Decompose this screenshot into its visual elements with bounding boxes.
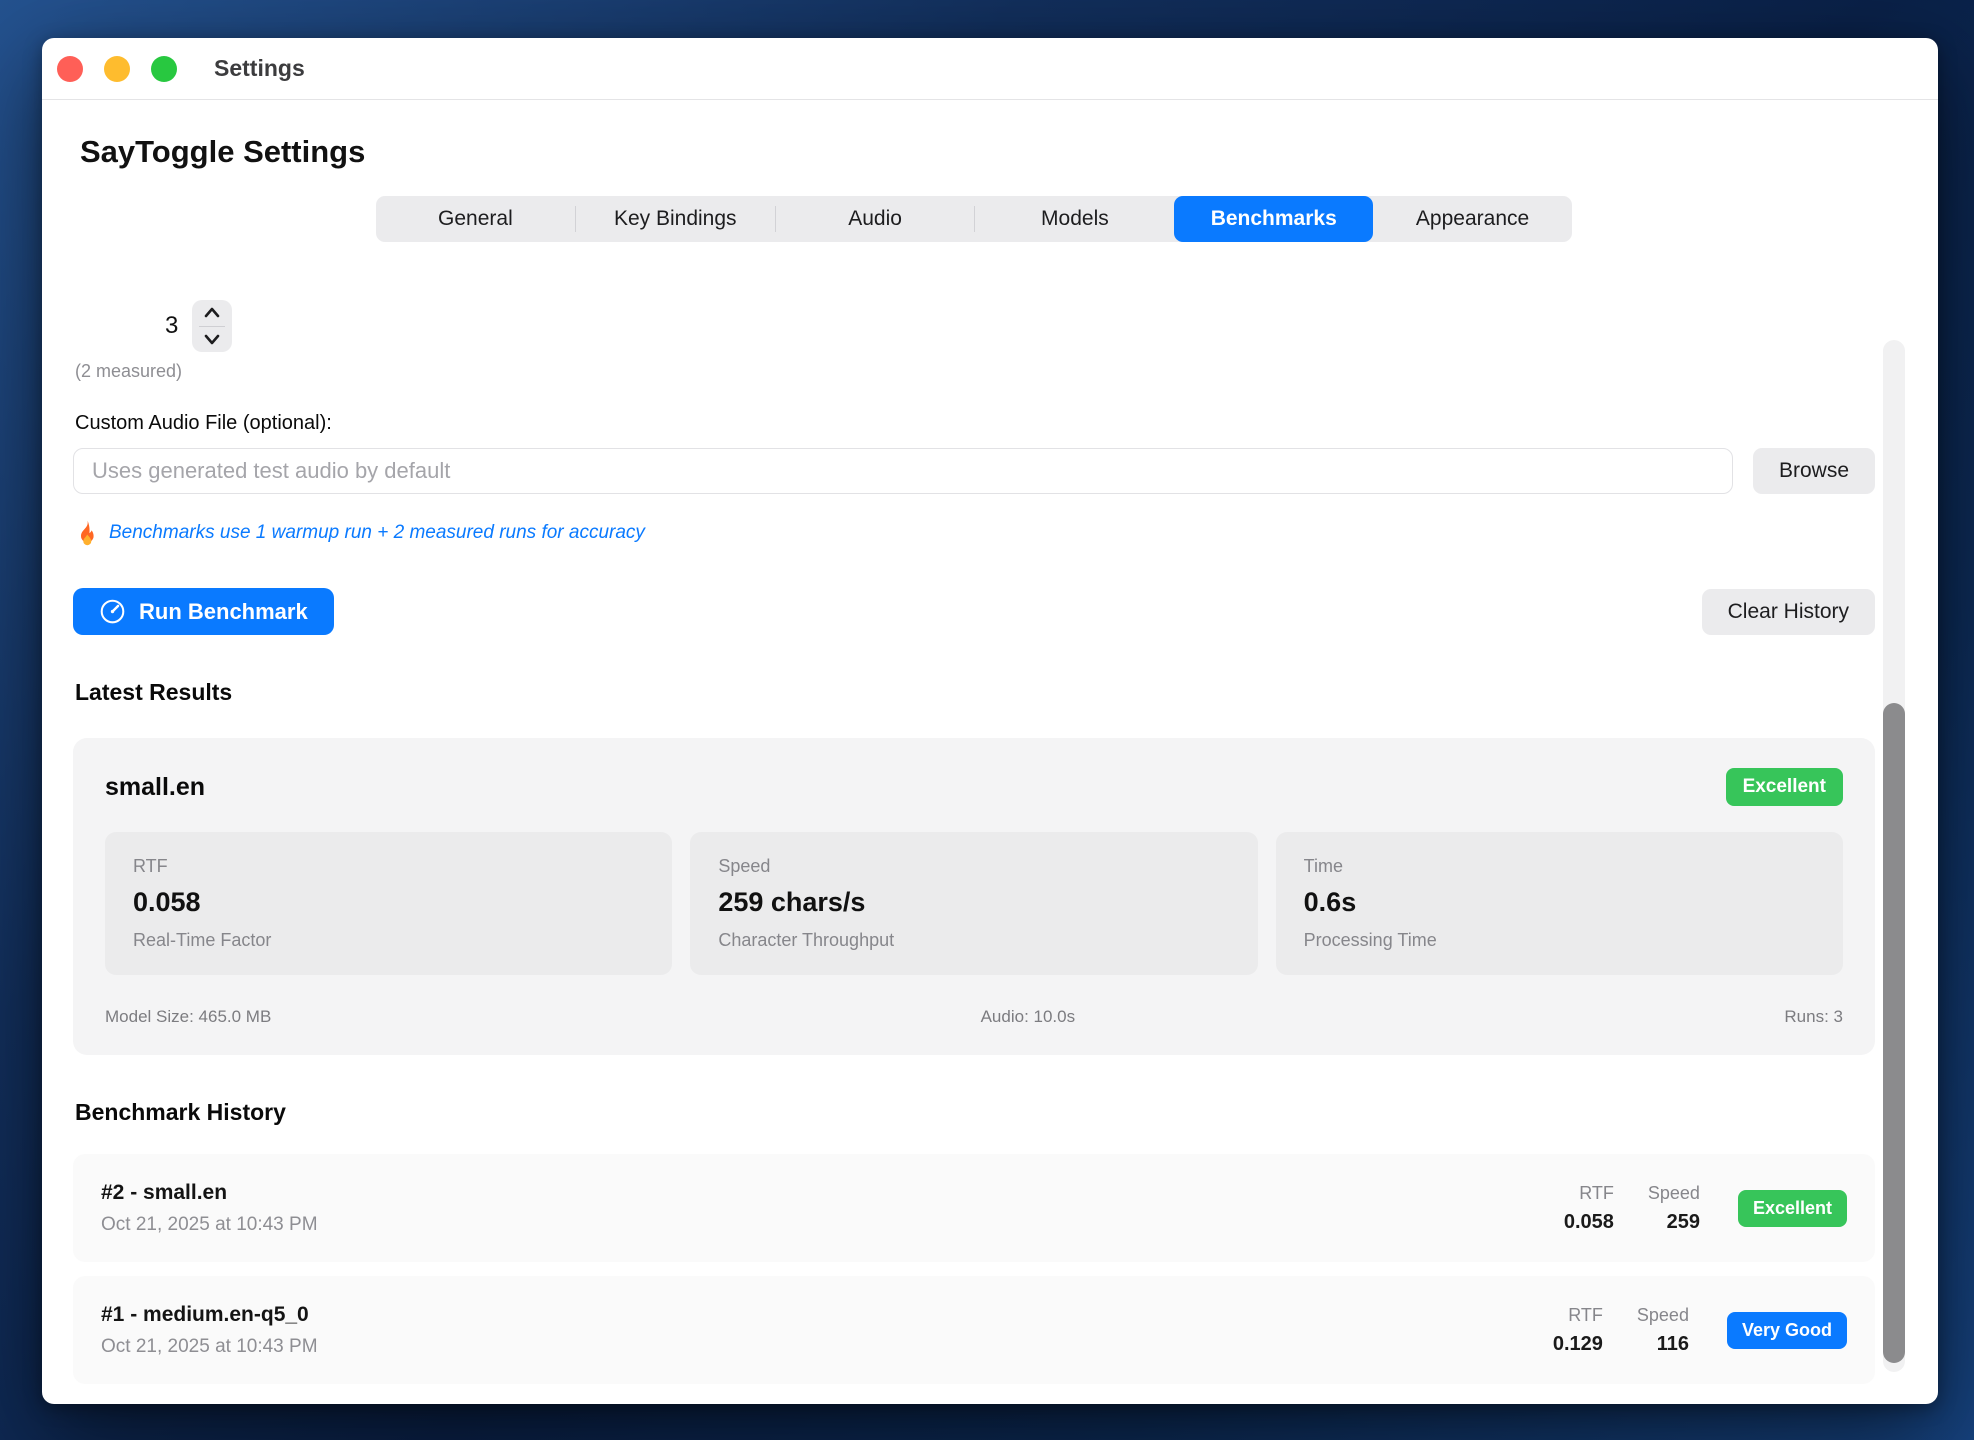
tab-benchmarks[interactable]: Benchmarks [1174, 196, 1374, 242]
chevron-up-icon [205, 307, 220, 318]
settings-window: Settings SayToggle Settings General Key … [42, 38, 1938, 1404]
tab-divider [574, 206, 576, 232]
window-title: Settings [214, 55, 305, 81]
history-row[interactable]: #2 - small.en Oct 21, 2025 at 10:43 PM R… [73, 1154, 1875, 1262]
latest-rating-badge: Excellent [1725, 768, 1843, 806]
history-rating-badge: Excellent [1737, 1189, 1847, 1227]
stat-label: Speed [1636, 1304, 1689, 1325]
metric-label: Time [1303, 856, 1343, 876]
gauge-icon [100, 599, 125, 624]
latest-card-footer: Model Size: 465.0 MB Audio: 10.0s Runs: … [105, 1007, 1843, 1027]
tab-bar-container: General Key Bindings Audio Models Benchm… [73, 196, 1875, 242]
custom-audio-label: Custom Audio File (optional): [75, 412, 332, 434]
audio-duration-text: Audio: 10.0s [980, 1007, 1076, 1026]
tab-divider [774, 206, 776, 232]
history-rtf-stat: RTF 0.058 [1564, 1183, 1614, 1234]
tab-general[interactable]: General [438, 207, 513, 230]
metrics-row: RTF 0.058 Real-Time Factor Speed 259 cha… [105, 832, 1843, 975]
benchmark-info-note: Benchmarks use 1 warmup run + 2 measured… [73, 520, 1875, 546]
metric-value: 0.6s [1303, 887, 1357, 917]
zoom-button[interactable] [151, 55, 177, 82]
measured-runs-note: (2 measured) [75, 361, 183, 381]
stat-value: 0.129 [1552, 1332, 1603, 1355]
history-row[interactable]: #1 - medium.en-q5_0 Oct 21, 2025 at 10:4… [73, 1276, 1875, 1384]
stepper-decrement-button[interactable] [192, 327, 232, 353]
scrollbar-track[interactable] [1883, 340, 1905, 1372]
runs-count-text: Runs: 3 [1784, 1007, 1843, 1026]
close-button[interactable] [57, 55, 83, 82]
history-rtf-stat: RTF 0.129 [1553, 1305, 1603, 1356]
custom-audio-row: Browse [73, 448, 1875, 494]
history-row-left: #2 - small.en Oct 21, 2025 at 10:43 PM [101, 1181, 318, 1236]
metric-value: 0.058 [133, 887, 201, 917]
stat-value: 116 [1656, 1332, 1689, 1355]
runs-value: 3 [165, 312, 179, 339]
stat-label: RTF [1568, 1304, 1603, 1325]
history-date: Oct 21, 2025 at 10:43 PM [101, 1213, 318, 1235]
run-benchmark-button[interactable]: Run Benchmark [73, 588, 334, 635]
metric-label: Speed [718, 856, 771, 876]
history-row-right: RTF 0.058 Speed 259 Excellent [1530, 1183, 1847, 1234]
stat-value: 259 [1666, 1210, 1700, 1233]
metric-speed: Speed 259 chars/s Character Throughput [690, 832, 1258, 975]
tab-bar: General Key Bindings Audio Models Benchm… [376, 196, 1572, 242]
stepper-increment-button[interactable] [192, 300, 232, 326]
metric-value: 259 chars/s [718, 887, 866, 917]
history-row-left: #1 - medium.en-q5_0 Oct 21, 2025 at 10:4… [101, 1303, 318, 1358]
latest-card-header: small.en Excellent [105, 768, 1843, 806]
benchmark-runs-row: 3 [73, 300, 1875, 352]
history-speed-stat: Speed 259 [1648, 1183, 1700, 1234]
settings-content: SayToggle Settings General Key Bindings … [42, 134, 1938, 1384]
benchmark-history-heading: Benchmark History [75, 1099, 286, 1125]
title-bar: Settings [42, 38, 1938, 100]
model-size-text: Model Size: 465.0 MB [105, 1007, 272, 1026]
history-speed-stat: Speed 116 [1637, 1305, 1689, 1356]
fire-icon [81, 520, 94, 546]
metric-caption: Processing Time [1303, 930, 1437, 950]
history-row-right: RTF 0.129 Speed 116 Very Good [1519, 1305, 1847, 1356]
tab-divider [974, 206, 976, 232]
custom-audio-input[interactable] [73, 448, 1733, 494]
benchmark-info-text: Benchmarks use 1 warmup run + 2 measured… [109, 522, 645, 543]
actions-row: Run Benchmark Clear History [73, 588, 1875, 635]
traffic-lights [57, 55, 177, 82]
runs-stepper[interactable] [192, 300, 233, 353]
minimize-button[interactable] [104, 55, 130, 82]
history-rating-badge: Very Good [1726, 1311, 1847, 1349]
history-title: #1 - medium.en-q5_0 [101, 1302, 309, 1326]
run-benchmark-label: Run Benchmark [139, 598, 308, 624]
tab-key-bindings[interactable]: Key Bindings [613, 207, 737, 230]
metric-label: RTF [133, 856, 168, 876]
tab-appearance[interactable]: Appearance [1415, 207, 1530, 230]
stat-value: 0.058 [1563, 1210, 1614, 1233]
latest-model-name: small.en [105, 772, 206, 801]
latest-results-card: small.en Excellent RTF 0.058 Real-Time F… [73, 738, 1875, 1055]
latest-results-heading: Latest Results [75, 679, 233, 705]
metric-time: Time 0.6s Processing Time [1275, 832, 1843, 975]
clear-history-button[interactable]: Clear History [1701, 588, 1875, 635]
metric-rtf: RTF 0.058 Real-Time Factor [105, 832, 673, 975]
chevron-down-icon [205, 334, 220, 345]
tab-audio[interactable]: Audio [848, 207, 902, 230]
history-title: #2 - small.en [101, 1180, 228, 1204]
metric-caption: Real-Time Factor [133, 930, 272, 950]
stat-label: Speed [1647, 1182, 1700, 1203]
scrollbar-thumb[interactable] [1883, 703, 1905, 1363]
history-date: Oct 21, 2025 at 10:43 PM [101, 1335, 318, 1357]
tab-models[interactable]: Models [1041, 207, 1109, 230]
stat-label: RTF [1579, 1182, 1614, 1203]
metric-caption: Character Throughput [718, 930, 895, 950]
browse-button[interactable]: Browse [1752, 448, 1875, 494]
page-title: SayToggle Settings [80, 134, 366, 169]
stepper-divider [199, 325, 226, 327]
